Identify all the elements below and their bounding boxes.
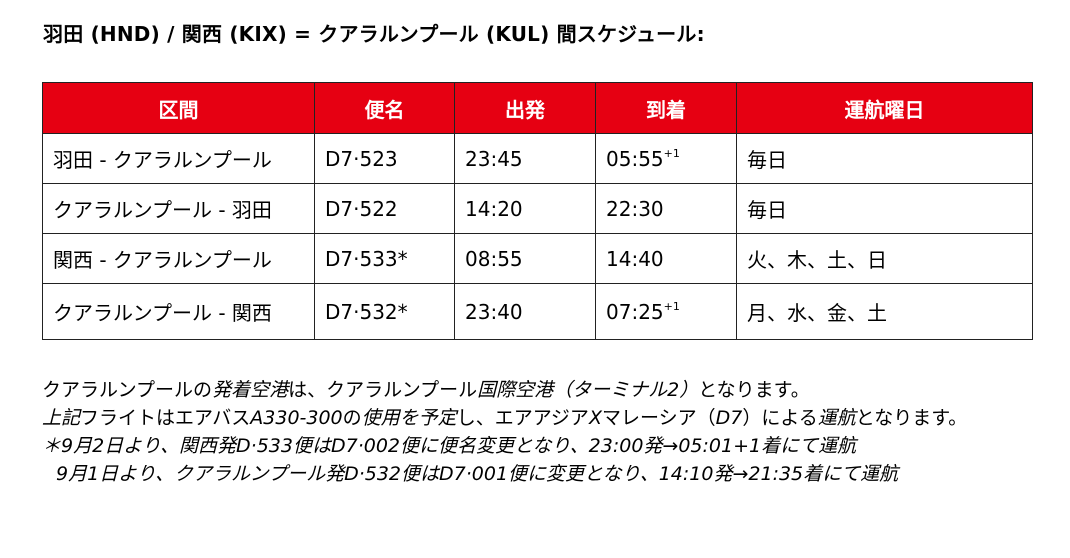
- table-header-row: 区間 便名 出発 到着 運航曜日: [42, 82, 1033, 134]
- note-aircraft: 上記フライトはエアバスA330-300の使用を予定し、エアアジアXマレーシア（D…: [42, 404, 1042, 432]
- arrival-time: 14:40: [606, 246, 664, 271]
- route-cell: 関西 - クアラルンプール: [42, 233, 315, 284]
- page-title: 羽田 (HND) / 関西 (KIX) = クアラルンプール (KUL) 間スケ…: [43, 22, 705, 46]
- departure-cell: 23:45: [454, 133, 596, 184]
- departure-cell: 23:40: [454, 283, 596, 340]
- notes-section: クアラルンプールの発着空港は、クアラルンプール国際空港（ターミナル2）となります…: [42, 376, 1042, 488]
- header-arrival: 到着: [595, 82, 737, 134]
- footnote-kix: ＊9月2日より、関西発D·533便はD7·002便に便名変更となり、23:00発…: [42, 435, 857, 457]
- arrival-time: 22:30: [606, 196, 664, 221]
- header-flight: 便名: [314, 82, 455, 134]
- flight-cell: D7·533*: [314, 233, 455, 284]
- note-text: となります。: [698, 379, 810, 401]
- note-text: の: [342, 407, 362, 429]
- departure-cell: 08:55: [454, 233, 596, 284]
- note-terminal: クアラルンプールの発着空港は、クアラルンプール国際空港（ターミナル2）となります…: [42, 376, 1042, 404]
- header-route: 区間: [42, 82, 315, 134]
- days-cell: 毎日: [736, 183, 1033, 234]
- note-text: し、エアアジア: [456, 407, 589, 429]
- schedule-table: 区間 便名 出発 到着 運航曜日 羽田 - クアラルンプール D7·523 23…: [42, 82, 1033, 340]
- note-text: ）による: [742, 407, 818, 429]
- flight-cell: D7·523: [314, 133, 455, 184]
- days-cell: 毎日: [736, 133, 1033, 184]
- header-days: 運航曜日: [736, 82, 1033, 134]
- note-text-italic: X: [588, 407, 602, 429]
- note-text: クアラルンプールの: [42, 379, 213, 401]
- table-row: クアラルンプール - 関西 D7·532* 23:40 07:25+1 月、水、…: [42, 283, 1033, 340]
- note-text: フライトはエアバス: [80, 407, 251, 429]
- route-cell: クアラルンプール - 羽田: [42, 183, 315, 234]
- footnote-kul: 9月1日より、クアラルンプール発D·532便はD7·001便に変更となり、14:…: [56, 463, 899, 485]
- days-cell: 月、水、金、土: [736, 283, 1033, 340]
- arrival-cell: 07:25+1: [595, 283, 737, 340]
- note-text: マレーシア（: [601, 407, 716, 429]
- note-text-italic: 上記: [42, 407, 81, 429]
- note-text-italic: 使用を予定: [361, 407, 457, 429]
- note-text-italic: A330-300: [250, 407, 343, 429]
- note-text: は、クアラルンプール: [288, 379, 478, 401]
- arrival-cell: 22:30: [595, 183, 737, 234]
- days-cell: 火、木、土、日: [736, 233, 1033, 284]
- note-text: となります。: [855, 407, 968, 429]
- arrival-cell: 14:40: [595, 233, 737, 284]
- note-text-italic: 運航: [817, 407, 856, 429]
- next-day-marker: +1: [663, 299, 680, 313]
- arrival-time: 05:55: [606, 146, 664, 171]
- table-row: 関西 - クアラルンプール D7·533* 08:55 14:40 火、木、土、…: [42, 233, 1033, 284]
- route-cell: クアラルンプール - 関西: [42, 283, 315, 340]
- departure-cell: 14:20: [454, 183, 596, 234]
- note-text-italic: 国際空港（ターミナル2）: [477, 379, 699, 401]
- table-row: クアラルンプール - 羽田 D7·522 14:20 22:30 毎日: [42, 183, 1033, 234]
- arrival-cell: 05:55+1: [595, 133, 737, 184]
- flight-cell: D7·532*: [314, 283, 455, 340]
- header-departure: 出発: [454, 82, 596, 134]
- note-text-italic: 発着空港: [212, 379, 289, 401]
- arrival-time: 07:25: [606, 299, 664, 324]
- next-day-marker: +1: [663, 146, 680, 160]
- note-text-italic: D7: [715, 407, 743, 429]
- route-cell: 羽田 - クアラルンプール: [42, 133, 315, 184]
- table-row: 羽田 - クアラルンプール D7·523 23:45 05:55+1 毎日: [42, 133, 1033, 184]
- flight-cell: D7·522: [314, 183, 455, 234]
